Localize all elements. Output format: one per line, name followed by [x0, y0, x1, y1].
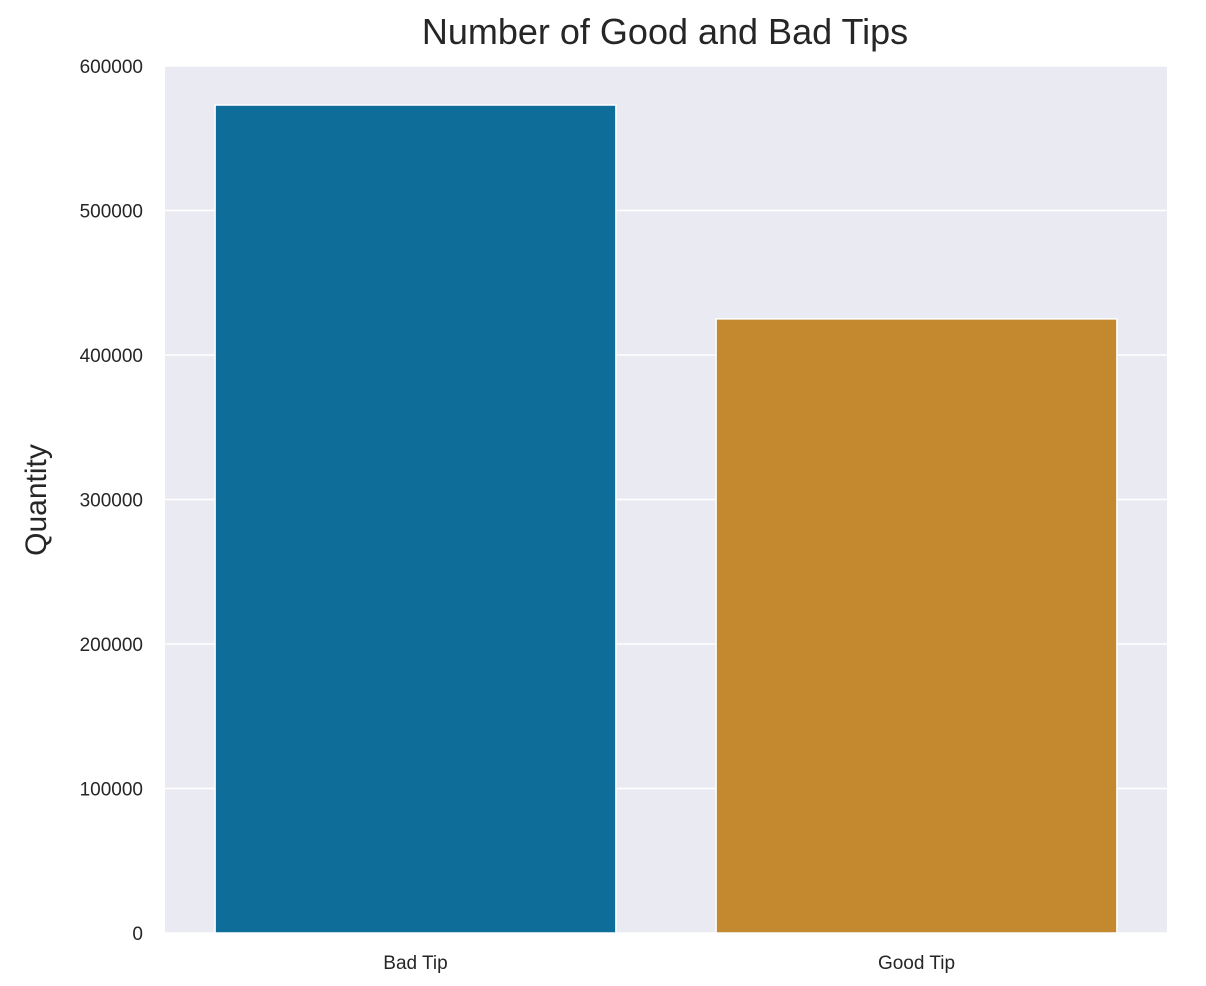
- y-tick-label: 100000: [80, 780, 143, 801]
- y-tick-label: 300000: [80, 491, 143, 512]
- chart-title: Number of Good and Bad Tips: [422, 11, 908, 52]
- bars: [214, 104, 1118, 934]
- x-tick-label: Bad Tip: [383, 953, 447, 974]
- y-tick-label: 400000: [80, 346, 143, 367]
- y-tick-labels: 0 100000 200000 300000 400000 500000 600000: [80, 57, 143, 945]
- y-tick-label: 0: [132, 924, 143, 945]
- y-axis-label: Quantity: [20, 444, 53, 556]
- y-tick-label: 600000: [80, 57, 143, 78]
- bar-bad-tip: [214, 104, 617, 934]
- y-tick-label: 500000: [80, 202, 143, 223]
- y-tick-label: 200000: [80, 635, 143, 656]
- x-tick-label: Good Tip: [878, 953, 955, 974]
- x-tick-labels: Bad Tip Good Tip: [383, 953, 955, 974]
- bar-good-tip: [715, 318, 1118, 934]
